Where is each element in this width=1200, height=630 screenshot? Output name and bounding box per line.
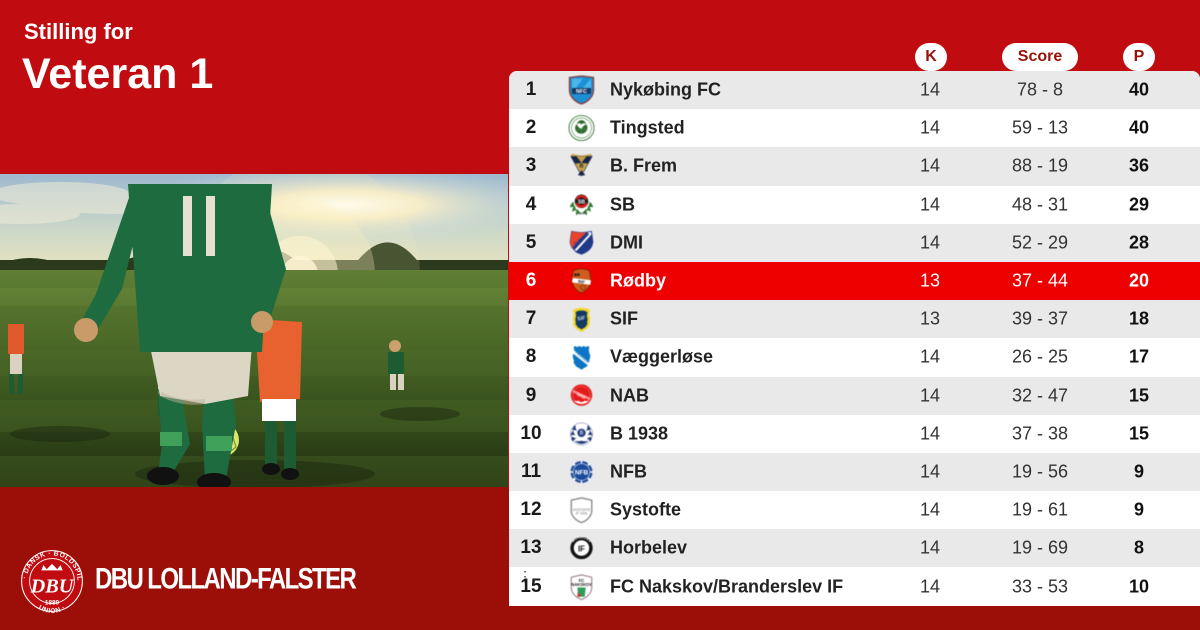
svg-text:1889: 1889 (45, 599, 60, 606)
svg-text:RIF: RIF (578, 279, 586, 285)
svg-text:DBU: DBU (30, 576, 75, 598)
svg-text:B: B (579, 164, 583, 170)
svg-text:NAKSKOV: NAKSKOV (571, 581, 592, 586)
svg-text:NFC: NFC (576, 89, 587, 95)
svg-text:B: B (580, 430, 584, 436)
svg-text:SIF: SIF (577, 316, 586, 323)
svg-text:IF 1928: IF 1928 (576, 512, 587, 516)
svg-text:IF: IF (578, 545, 585, 554)
svg-text:1975: 1975 (578, 211, 585, 215)
svg-text:SB: SB (578, 199, 585, 205)
svg-text:NFB: NFB (575, 469, 589, 476)
